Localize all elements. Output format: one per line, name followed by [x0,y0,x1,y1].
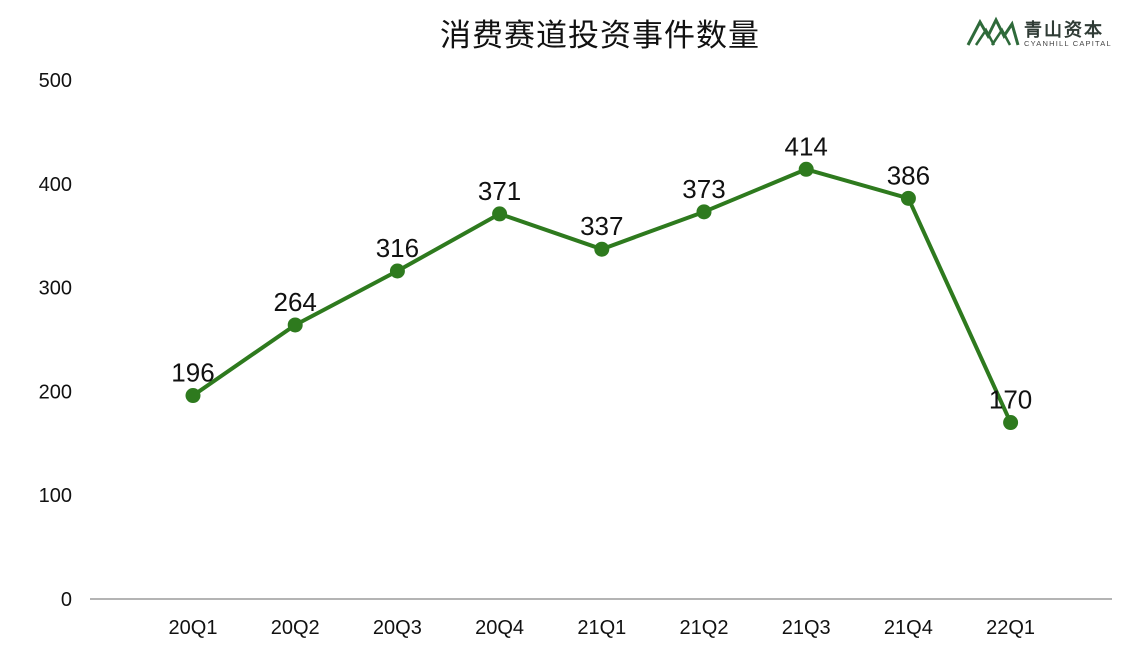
logo-name-en: CYANHILL CAPITAL [1024,39,1112,48]
data-point [492,206,508,222]
chart-title: 消费赛道投资事件数量 [440,18,760,54]
mountain-logo-icon [966,16,1020,46]
data-label: 316 [376,233,419,263]
data-label: 170 [989,385,1032,415]
x-tick-label: 21Q1 [577,617,626,639]
logo-name-cn: 青山资本 [1024,20,1104,41]
x-tick-label: 21Q2 [680,617,729,639]
y-tick-label: 0 [61,589,72,611]
data-labels: 196 264 316 371 337 373 414 386 170 [171,131,1032,414]
y-tick-label: 100 [39,485,72,507]
x-axis-ticks: 20Q1 20Q2 20Q3 20Q4 21Q1 21Q2 21Q3 21Q4 22Q1 [169,617,1036,639]
y-tick-label: 300 [39,278,72,300]
data-label: 196 [171,358,214,388]
data-point [900,190,916,206]
data-label: 386 [887,160,930,190]
data-point [798,161,814,177]
data-points [185,161,1019,431]
y-axis-ticks: 0 100 200 300 400 500 [39,70,72,611]
data-point [1003,415,1019,431]
data-point [594,241,610,257]
brand-logo: 青山资本 CYANHILL CAPITAL [966,14,1116,50]
data-point [696,204,712,220]
x-tick-label: 21Q3 [782,617,831,639]
data-point [287,317,303,333]
data-point [185,388,201,404]
y-tick-label: 400 [39,174,72,196]
data-label: 373 [682,174,725,204]
data-label: 371 [478,176,521,206]
x-tick-label: 20Q2 [271,617,320,639]
data-label: 337 [580,211,623,241]
data-label: 264 [274,287,317,317]
y-tick-label: 500 [39,70,72,92]
data-point [389,263,405,279]
x-tick-label: 22Q1 [986,617,1035,639]
x-tick-label: 21Q4 [884,617,933,639]
y-tick-label: 200 [39,381,72,403]
x-tick-label: 20Q1 [169,617,218,639]
data-label: 414 [785,131,828,161]
x-tick-label: 20Q4 [475,617,524,639]
x-tick-label: 20Q3 [373,617,422,639]
